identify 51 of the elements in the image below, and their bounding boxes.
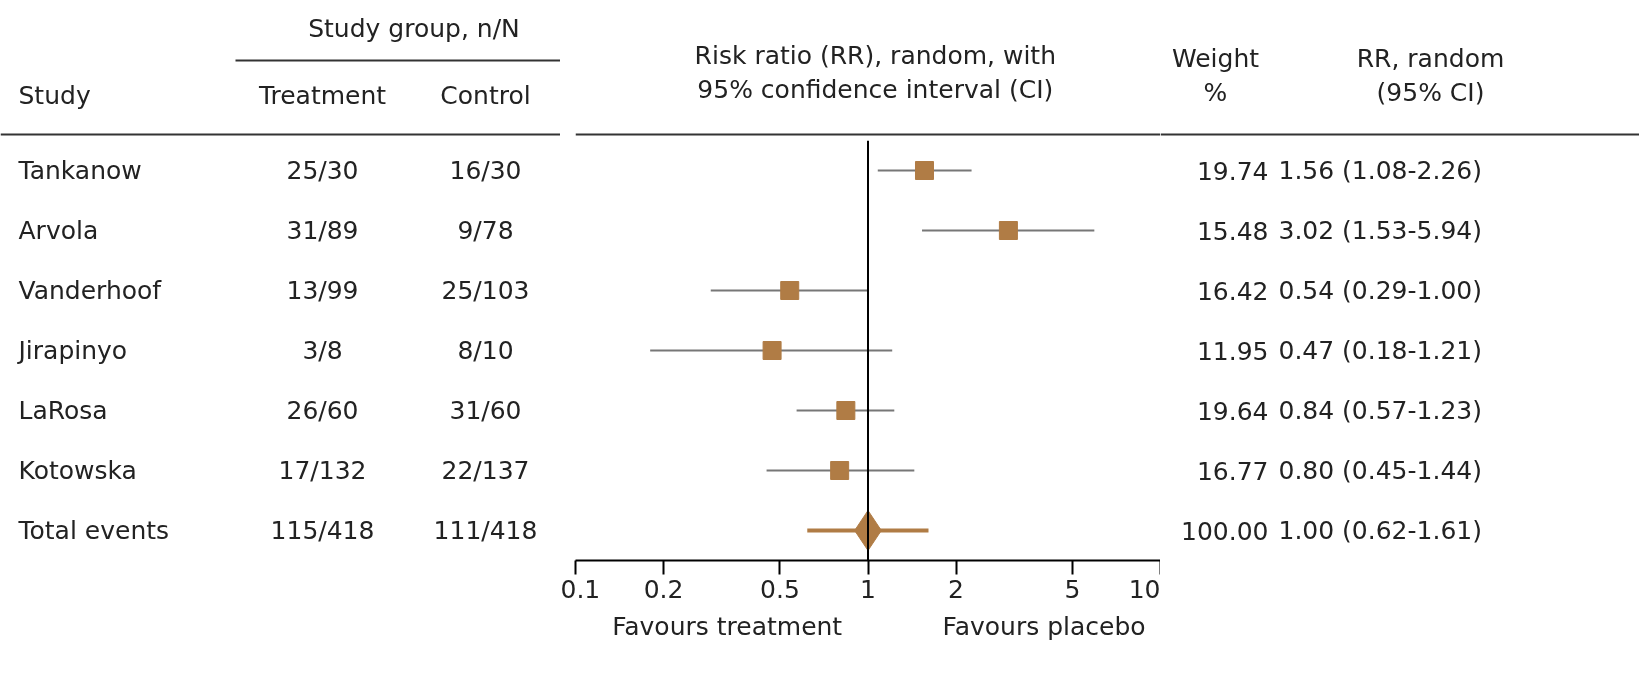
text: Kotowska bbox=[18, 456, 137, 485]
text: 111/418 bbox=[433, 516, 538, 545]
text: 115/418 bbox=[270, 516, 375, 545]
category-label: Treatment bbox=[257, 81, 387, 110]
text: 1.00 (0.62-1.61) bbox=[1278, 516, 1482, 545]
text: 31/89 bbox=[286, 216, 359, 245]
text: 15.48 bbox=[1196, 216, 1269, 246]
text: 13/99 bbox=[286, 276, 359, 305]
text: 19.74 bbox=[1196, 156, 1269, 186]
text: 8/10 bbox=[457, 336, 514, 365]
text: Favours treatment bbox=[612, 611, 843, 641]
text: Total events bbox=[17, 516, 170, 545]
text: 26/60 bbox=[286, 396, 359, 425]
x-tick-label: 0.2 bbox=[643, 574, 684, 604]
category-label: RR, random (95% CI) bbox=[1356, 44, 1505, 107]
text: Tankanow bbox=[17, 156, 142, 185]
x-tick-label: 1 bbox=[860, 574, 876, 604]
text: Favours placebo bbox=[942, 611, 1146, 641]
category-label: Weight % bbox=[1171, 44, 1260, 107]
text: 25/30 bbox=[286, 156, 359, 185]
text: 0.54 (0.29-1.00) bbox=[1278, 276, 1482, 305]
x-tick-label: 10 bbox=[1128, 574, 1161, 604]
text: 19.64 bbox=[1196, 396, 1269, 426]
text: Study group, n/N bbox=[308, 14, 520, 43]
x-tick-label: 0.1 bbox=[560, 574, 601, 604]
text: 3.02 (1.53-5.94) bbox=[1278, 216, 1482, 245]
x-tick-label: 5 bbox=[1064, 574, 1081, 604]
text: LaRosa bbox=[18, 396, 108, 425]
text: 1.56 (1.08-2.26) bbox=[1278, 156, 1482, 185]
text: 16.42 bbox=[1196, 276, 1269, 306]
chart-title: Risk ratio (RR), random, with 95% confidence interval (CI) bbox=[694, 41, 1057, 104]
x-tick-label: 2 bbox=[948, 574, 964, 604]
text: 16.77 bbox=[1196, 456, 1269, 486]
text: 17/132 bbox=[278, 456, 367, 485]
text: 25/103 bbox=[441, 276, 530, 305]
x-tick-label: 0.5 bbox=[760, 574, 800, 604]
text: 0.84 (0.57-1.23) bbox=[1278, 396, 1482, 425]
text: 3/8 bbox=[302, 336, 343, 365]
text: 11.95 bbox=[1196, 336, 1269, 366]
category-label: Control bbox=[440, 81, 531, 110]
text: 22/137 bbox=[441, 456, 530, 485]
text: 0.80 (0.45-1.44) bbox=[1278, 456, 1482, 485]
text: 0.47 (0.18-1.21) bbox=[1278, 336, 1482, 365]
text: Jirapinyo bbox=[16, 336, 128, 365]
text: 9/78 bbox=[457, 216, 514, 245]
text: Arvola bbox=[18, 216, 99, 245]
text: 16/30 bbox=[449, 156, 522, 185]
category-label: Study bbox=[18, 81, 91, 110]
text: 100.00 bbox=[1181, 516, 1269, 546]
text: Vanderhoof bbox=[18, 276, 163, 305]
text: 31/60 bbox=[449, 396, 522, 425]
